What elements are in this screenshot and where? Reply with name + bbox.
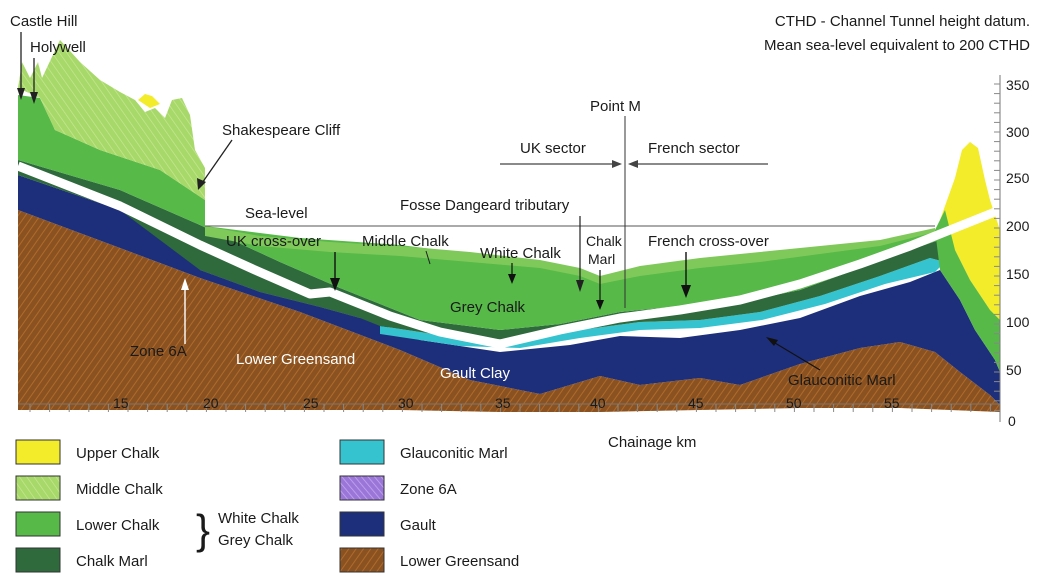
arrow-holywell-head <box>30 92 38 104</box>
label-uk-sector: UK sector <box>520 140 586 157</box>
label-glauconitic-marl: Glauconitic Marl <box>788 372 896 389</box>
legend-label-lower-greensand: Lower Greensand <box>400 553 519 570</box>
label-grey-chalk: Grey Chalk <box>450 299 526 316</box>
legend-label-chalk-marl: Chalk Marl <box>76 553 148 570</box>
arrow-zone-6a-head <box>181 278 189 290</box>
legend-swatch-upper-chalk <box>15 439 61 465</box>
stratum-upper-chalk-uk <box>138 94 160 108</box>
tunnel-line <box>16 161 1002 349</box>
uk-sector-arrow-head <box>612 160 622 168</box>
stratum-gault <box>18 175 1000 405</box>
legend-label-lower-chalk: Lower Chalk <box>76 517 160 534</box>
legend-brace-icon: } <box>196 506 210 553</box>
y-tick-label: 250 <box>1006 170 1030 186</box>
legend: Upper Chalk Middle Chalk Lower Chalk } W… <box>15 439 519 573</box>
arrow-glauconitic-marl-head <box>766 337 778 346</box>
arrow-chalk-marl-head <box>596 300 604 310</box>
arrow-glauconitic-marl <box>769 339 821 371</box>
arrow-middle-chalk <box>425 250 431 265</box>
stratum-middle-chalk-seabed <box>205 226 935 284</box>
legend-swatch-glauconitic-marl <box>339 439 385 465</box>
label-point-m: Point M <box>590 98 641 115</box>
y-tick-label: 100 <box>1006 314 1030 330</box>
label-castle-hill: Castle Hill <box>10 13 78 30</box>
legend-swatch-chalk-marl <box>15 547 61 573</box>
y-axis-minor-ticks <box>994 83 1000 411</box>
y-tick-label: 150 <box>1006 266 1030 282</box>
x-tick-label: 20 <box>203 395 219 411</box>
y-axis: 350 300 250 200 150 100 50 0 <box>994 75 1030 429</box>
arrow-shakespeare-cliff-head <box>197 178 206 190</box>
arrow-white-chalk-head <box>508 274 516 284</box>
x-axis-title: Chainage km <box>608 434 696 451</box>
legend-swatch-lower-greensand <box>339 547 385 573</box>
label-zone-6a: Zone 6A <box>130 343 187 360</box>
y-tick-label: 300 <box>1006 124 1030 140</box>
stratum-lower-greensand <box>18 210 1000 412</box>
legend-label-zone-6a: Zone 6A <box>400 481 457 498</box>
label-chalk-marl-1: Chalk <box>586 233 623 249</box>
arrow-shakespeare-cliff <box>199 139 233 187</box>
stratum-glauconitic-marl <box>380 258 945 348</box>
legend-label-upper-chalk: Upper Chalk <box>76 445 160 462</box>
legend-swatch-lower-chalk <box>15 511 61 537</box>
legend-brace-grey-chalk: Grey Chalk <box>218 532 294 549</box>
label-gault-clay: Gault Clay <box>440 365 511 382</box>
label-white-chalk: White Chalk <box>480 245 561 262</box>
legend-brace-white-chalk: White Chalk <box>218 510 299 527</box>
legend-label-middle-chalk: Middle Chalk <box>76 481 163 498</box>
y-tick-label: 50 <box>1006 362 1022 378</box>
arrow-fosse-head <box>576 280 584 292</box>
legend-swatch-gault <box>339 511 385 537</box>
datum-note-line-2: Mean sea-level equivalent to 200 CTHD <box>764 37 1030 54</box>
label-french-crossover: French cross-over <box>648 233 769 250</box>
legend-swatch-zone-6a <box>339 475 385 501</box>
legend-swatch-middle-chalk <box>15 475 61 501</box>
y-tick-label: 200 <box>1006 218 1030 234</box>
stratum-upper-chalk-fr <box>940 142 1000 320</box>
label-sea-level: Sea-level <box>245 205 308 222</box>
label-french-sector: French sector <box>648 140 740 157</box>
x-axis: 15 20 25 30 35 40 45 50 55 Chainage km <box>18 395 1000 451</box>
label-lower-greensand: Lower Greensand <box>236 351 355 368</box>
label-holywell: Holywell <box>30 39 86 56</box>
legend-label-gault: Gault <box>400 517 437 534</box>
stratum-lower-chalk <box>18 95 945 330</box>
french-sector-arrow-head <box>628 160 638 168</box>
datum-note-line-1: CTHD - Channel Tunnel height datum. <box>775 13 1030 30</box>
stratum-french-cliff <box>935 210 1000 372</box>
label-uk-crossover: UK cross-over <box>226 233 321 250</box>
x-tick-label: 40 <box>590 395 606 411</box>
label-chalk-marl-2: Marl <box>588 251 615 267</box>
x-tick-label: 30 <box>398 395 414 411</box>
x-tick-label: 55 <box>884 395 900 411</box>
legend-label-glauconitic-marl: Glauconitic Marl <box>400 445 508 462</box>
label-fosse-dangeard: Fosse Dangeard tributary <box>400 197 570 214</box>
stratum-middle-chalk <box>18 40 205 200</box>
x-tick-label: 50 <box>786 395 802 411</box>
arrow-french-crossover-head <box>681 285 691 298</box>
x-tick-label: 15 <box>113 395 129 411</box>
y-tick-label: 0 <box>1008 413 1016 429</box>
arrow-castle-hill-head <box>17 88 25 100</box>
x-tick-label: 25 <box>303 395 319 411</box>
label-middle-chalk: Middle Chalk <box>362 233 449 250</box>
arrow-uk-crossover-head <box>330 278 340 291</box>
x-axis-minor-ticks <box>29 404 991 412</box>
y-tick-label: 350 <box>1006 77 1030 93</box>
label-shakespeare-cliff: Shakespeare Cliff <box>222 122 341 139</box>
x-tick-label: 45 <box>688 395 704 411</box>
x-tick-label: 35 <box>495 395 511 411</box>
